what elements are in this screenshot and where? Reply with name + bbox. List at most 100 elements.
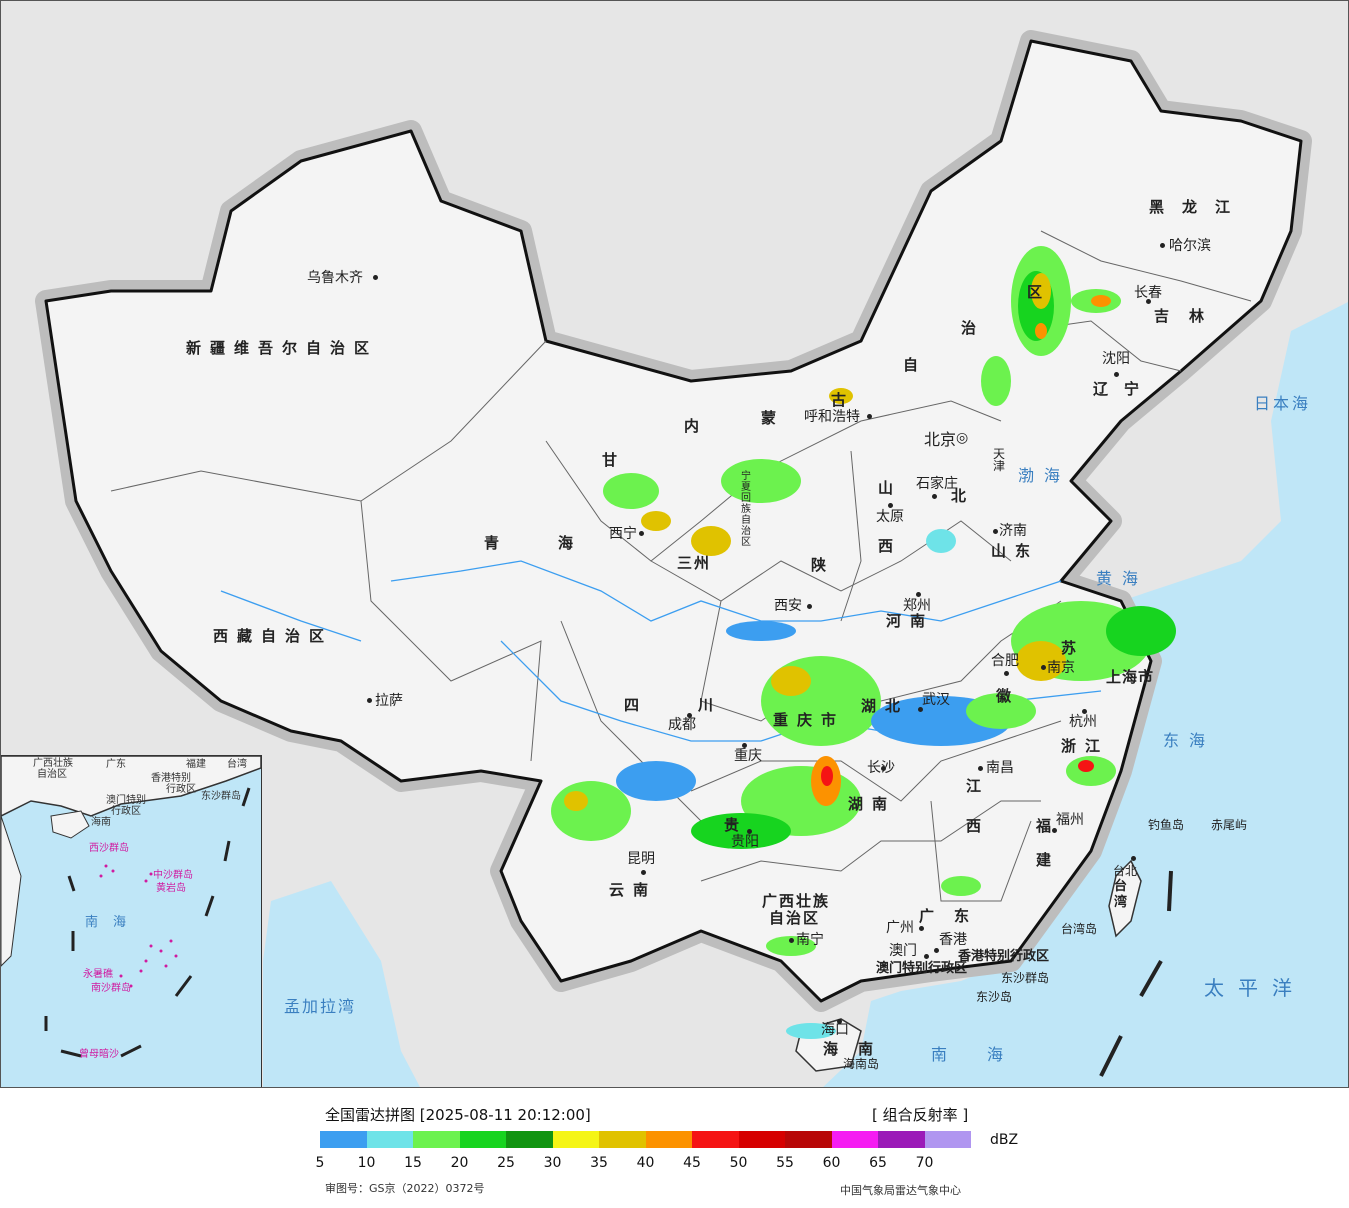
- city-dot: [1041, 665, 1046, 670]
- province-label: 黑龙江: [1149, 198, 1249, 216]
- province-label: 川: [698, 696, 723, 714]
- city-dot: [641, 870, 646, 875]
- sea-label: 南海: [931, 1045, 1044, 1064]
- province-label: 西藏自治区: [213, 627, 334, 645]
- province-label: 甘: [602, 451, 627, 469]
- color-swatch: [413, 1131, 460, 1148]
- island-label: 钓鱼岛: [1148, 818, 1185, 832]
- sea-label: 渤海: [1018, 466, 1071, 485]
- province-label: 徽: [996, 687, 1021, 705]
- color-scale-tick: 55: [776, 1155, 794, 1171]
- inset-sea-label: 南: [85, 915, 102, 930]
- city-label: 海口: [821, 1022, 849, 1038]
- radar-map[interactable]: 新疆维吾尔自治区 西藏自治区 青 海 甘 四 川 云南 贵 重庆市 湖北 湖南 …: [0, 0, 1349, 1088]
- city-label: 南昌: [986, 760, 1014, 776]
- color-swatch: [459, 1131, 506, 1148]
- inset-left-coast: [1, 815, 22, 967]
- unit-label: dBZ: [990, 1132, 1019, 1148]
- province-label: 湖南: [848, 795, 897, 813]
- sea-label: 太平洋: [1204, 976, 1306, 1000]
- city-dot: [1160, 243, 1165, 248]
- color-scale-tick: 30: [543, 1155, 562, 1171]
- sea-bay-of-bengal: [263, 881, 420, 1087]
- inset-label: 福建: [186, 759, 206, 770]
- city-label: 济南: [999, 523, 1027, 539]
- color-swatch: [785, 1131, 832, 1148]
- province-label: 陕: [811, 556, 836, 574]
- inset-label: 曾母暗沙: [79, 1049, 119, 1060]
- city-label: 重庆: [734, 748, 762, 764]
- city-label: 西宁: [609, 526, 637, 542]
- island-label: 东沙岛: [976, 990, 1013, 1004]
- province-label: 四: [624, 696, 649, 714]
- product-type: [ 组合反射率 ]: [872, 1106, 969, 1124]
- city-dot: [639, 531, 644, 536]
- province-label: 海: [558, 534, 583, 552]
- sea-label: 黄海: [1096, 569, 1149, 588]
- city-dot: [881, 766, 886, 771]
- inset-mainland: [1, 756, 261, 817]
- city-label: 澳门: [889, 943, 917, 959]
- province-label: 西: [878, 537, 903, 555]
- province-label: 宁夏回族自治区: [741, 471, 751, 548]
- color-swatch: [320, 1131, 367, 1148]
- city-dot: [932, 494, 937, 499]
- city-label: 武汉: [922, 692, 950, 708]
- province-label: 贵: [724, 816, 749, 834]
- city-label: 哈尔滨: [1169, 238, 1211, 254]
- inset-label: 海南: [91, 817, 111, 828]
- city-label: 福州: [1056, 812, 1084, 828]
- city-dot: [742, 743, 747, 748]
- province-label: 辽宁: [1093, 380, 1156, 398]
- city-label: 杭州: [1069, 714, 1097, 730]
- province-label: 山: [878, 479, 903, 497]
- city-dot: [978, 766, 983, 771]
- city-dot: [1114, 372, 1119, 377]
- city-dot: [916, 592, 921, 597]
- taiwan-island: [1108, 859, 1142, 938]
- inset-islands: [99, 864, 178, 988]
- island-label: 东沙群岛: [1001, 971, 1050, 985]
- color-scale-tick: 20: [450, 1155, 469, 1171]
- color-scale-tick: 10: [357, 1155, 376, 1171]
- color-swatch: [878, 1131, 925, 1148]
- city-label: 呼和浩特: [804, 409, 860, 425]
- city-label: 南京: [1047, 660, 1075, 676]
- city-label: 合肥: [991, 653, 1019, 669]
- province-label: 广西壮族: [762, 892, 831, 910]
- city-label: 昆明: [627, 851, 655, 867]
- province-label: 建: [1036, 851, 1061, 869]
- province-label: 西: [966, 817, 991, 835]
- city-dot: [373, 275, 378, 280]
- color-scale-tick: 40: [636, 1155, 655, 1171]
- color-scale-tick: 60: [822, 1155, 841, 1171]
- city-label: 香港: [939, 932, 967, 948]
- city-dot: [367, 698, 372, 703]
- inset-label: 中沙群岛: [153, 870, 193, 881]
- island-label: 赤尾屿: [1211, 818, 1248, 832]
- city-label: 拉萨: [375, 693, 403, 709]
- color-swatch: [692, 1131, 739, 1148]
- color-swatch: [366, 1131, 413, 1148]
- color-scale-tick: 25: [497, 1155, 515, 1171]
- city-label: 广州: [886, 920, 914, 936]
- sea-label: 东海: [1163, 731, 1216, 750]
- city-dot: [993, 529, 998, 534]
- sea-area: [823, 302, 1348, 1087]
- city-label: 长春: [1134, 285, 1162, 301]
- city-dot: [919, 926, 924, 931]
- province-label: 蒙: [761, 409, 786, 427]
- province-label: 云南: [609, 881, 658, 899]
- inset-label: 西沙群岛: [89, 843, 129, 854]
- city-dot: [867, 414, 872, 419]
- province-label: 苏: [1061, 639, 1086, 657]
- color-scale-tick: 45: [683, 1155, 701, 1171]
- city-label: 南宁: [796, 932, 824, 948]
- province-label: 澳门特别行政区: [876, 961, 968, 976]
- province-label: 湖北: [861, 697, 910, 715]
- province-label: 山东: [991, 542, 1040, 560]
- boundary-dashes: [1099, 870, 1173, 1077]
- province-label: 香港特别行政区: [958, 949, 1050, 964]
- city-label: 贵阳: [731, 834, 759, 850]
- province-label: 青: [484, 534, 509, 552]
